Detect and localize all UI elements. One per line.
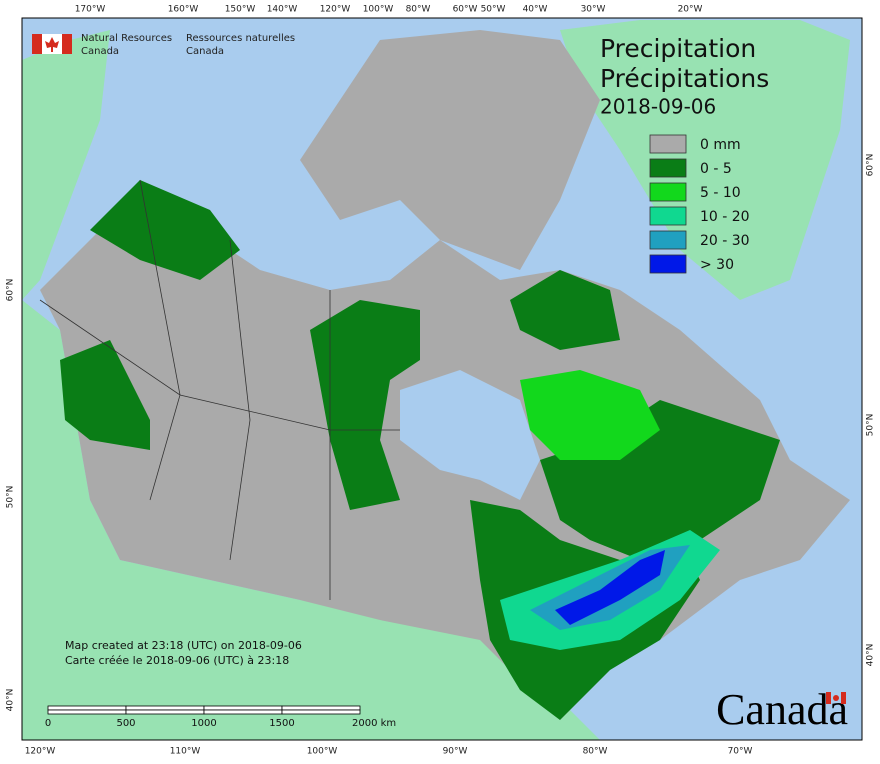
- flag-band: [62, 34, 72, 54]
- graticule-label: 60°N: [866, 154, 876, 177]
- title: Precipitation: [600, 34, 756, 63]
- nrcan-logo: [32, 34, 72, 54]
- arctic-islands: [300, 30, 600, 270]
- scale-segment: [125, 705, 205, 711]
- greenland: [560, 20, 850, 300]
- boundary: [39, 299, 400, 431]
- graticule-label: 120°W: [25, 747, 56, 757]
- scale-segment: [203, 709, 283, 715]
- alaska: [22, 30, 110, 300]
- legend-swatch: [649, 182, 687, 202]
- graticule-label: 110°W: [170, 747, 201, 757]
- legend-label: 10 - 20: [700, 209, 750, 225]
- map-border: [21, 17, 863, 741]
- title: Précipitations: [600, 64, 769, 93]
- precip-region: [90, 180, 240, 280]
- graticule-label: 50°W: [481, 5, 506, 15]
- graticule-label: 70°W: [728, 747, 753, 757]
- scale-label: 0: [45, 718, 51, 729]
- precip-region: [510, 270, 620, 350]
- graticule-label: 40°N: [866, 644, 876, 667]
- graticule-label: 160°W: [168, 5, 199, 15]
- graticule-label: 80°W: [406, 5, 431, 15]
- graticule-label: 50°N: [866, 414, 876, 437]
- flag-band: [826, 692, 831, 704]
- scale-label: 1500: [269, 718, 294, 729]
- precip-region: [555, 550, 665, 625]
- wordmark-flag: [826, 692, 846, 704]
- graticule-label: 40°N: [6, 689, 16, 712]
- graticule-label: 120°W: [320, 5, 351, 15]
- org-name: Natural Resources: [81, 33, 172, 44]
- precip-region: [310, 300, 420, 510]
- graticule-label: 50°N: [6, 486, 16, 509]
- graticule-label: 30°W: [581, 5, 606, 15]
- org-name: Ressources naturelles: [186, 33, 295, 44]
- graticule-label: 170°W: [75, 5, 106, 15]
- maple-leaf: [833, 695, 839, 701]
- scale-segment: [47, 709, 127, 715]
- hudson-bay: [400, 370, 540, 500]
- legend-label: 5 - 10: [700, 185, 741, 201]
- legend-swatch: [649, 134, 687, 154]
- graticule-label: 100°W: [363, 5, 394, 15]
- flag-band: [32, 34, 42, 54]
- graticule-label: 150°W: [225, 5, 256, 15]
- org-name: Canada: [81, 46, 119, 57]
- graticule-label: 80°W: [583, 747, 608, 757]
- graticule-label: 60°W: [453, 5, 478, 15]
- graticule-label: 140°W: [267, 5, 298, 15]
- legend-swatch: [649, 230, 687, 250]
- scale-segment: [281, 709, 361, 715]
- maple-leaf: [45, 37, 59, 52]
- flag-band: [841, 692, 846, 704]
- scale-label: 1000: [191, 718, 216, 729]
- note: Carte créée le 2018-09-06 (UTC) à 23:18: [65, 654, 289, 667]
- legend-swatch: [649, 206, 687, 226]
- boundary: [139, 179, 331, 600]
- graticule-label: 60°N: [6, 279, 16, 302]
- scale-segment: [203, 705, 283, 711]
- legend-swatch: [649, 254, 687, 274]
- scale-label: 500: [116, 718, 135, 729]
- precip-region: [520, 370, 660, 460]
- graticule-label: 90°W: [443, 747, 468, 757]
- legend-label: > 30: [700, 257, 734, 273]
- legend-label: 0 mm: [700, 137, 741, 153]
- graticule-label: 20°W: [678, 5, 703, 15]
- graticule-label: 40°W: [523, 5, 548, 15]
- precip-region: [60, 340, 150, 450]
- graticule-label: 100°W: [307, 747, 338, 757]
- scale-segment: [125, 709, 205, 715]
- note: Map created at 23:18 (UTC) on 2018-09-06: [65, 639, 302, 652]
- org-name: Canada: [186, 46, 224, 57]
- date: 2018-09-06: [600, 95, 716, 119]
- scale-label: 2000 km: [352, 718, 396, 729]
- legend-label: 20 - 30: [700, 233, 750, 249]
- legend-label: 0 - 5: [700, 161, 732, 177]
- legend-swatch: [649, 158, 687, 178]
- map-area: [22, 18, 862, 740]
- scale-segment: [281, 705, 361, 711]
- scale-segment: [47, 705, 127, 711]
